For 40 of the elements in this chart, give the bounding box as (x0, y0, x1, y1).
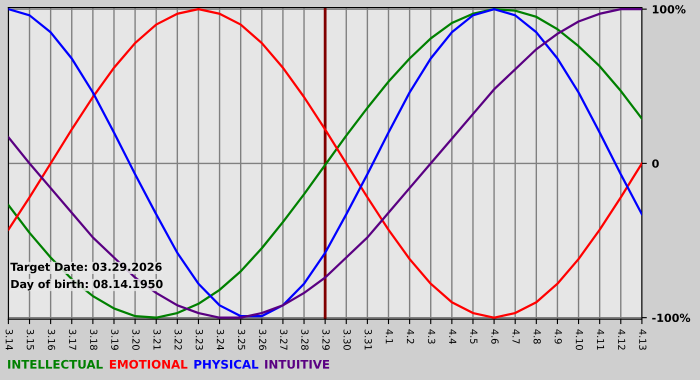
x-tick-label: 3.28 (301, 330, 309, 350)
x-tick-label: 3.26 (258, 330, 266, 350)
x-tick-label: 3.21 (153, 330, 161, 350)
x-tick-label: 3.17 (68, 330, 76, 350)
x-tick-label: 3.15 (26, 330, 34, 350)
x-tick-label: 4.9 (554, 329, 562, 344)
text: INTUITIVE (265, 360, 330, 369)
x-tick-label: 3.19 (111, 330, 119, 350)
y-tick-label: 0 (652, 159, 659, 168)
x-tick-label: 3.30 (343, 330, 351, 350)
x-tick-label: 4.5 (470, 329, 478, 344)
x-tick-label: 4.1 (386, 329, 393, 344)
x-tick-label: 3.27 (280, 330, 288, 350)
x-tick-label: 4.12 (618, 329, 626, 350)
text: INTELLECTUAL (8, 360, 103, 369)
x-tick-label: 4.11 (596, 329, 604, 350)
x-tick-label: 3.25 (238, 330, 246, 350)
x-tick-label: 4.4 (449, 329, 456, 344)
x-tick-label: 4.8 (533, 329, 541, 344)
x-tick-label: 4.13 (639, 329, 646, 350)
x-tick-label: 4.7 (512, 329, 520, 344)
x-tick-label: 3.20 (132, 330, 140, 350)
text: EMOTIONAL (110, 360, 188, 369)
annotation: Day of birth: 08.14.1950 (11, 280, 163, 290)
x-tick-label: 3.22 (174, 330, 182, 350)
x-tick-label: 3.23 (196, 330, 203, 350)
y-tick-label: -100% (652, 314, 690, 322)
x-tick-label: 3.14 (6, 330, 13, 350)
annotation: Target Date: 03.29.2026 (10, 262, 162, 274)
x-tick-label: 4.6 (491, 329, 499, 344)
x-tick-label: 3.31 (364, 330, 372, 350)
y-tick-label: 100% (652, 5, 686, 14)
x-tick-label: 4.10 (576, 329, 584, 350)
text: PHYSICAL (194, 360, 258, 369)
x-tick-label: 4.2 (406, 329, 414, 344)
x-tick-label: 3.24 (216, 330, 224, 350)
x-tick-label: 3.29 (322, 330, 330, 350)
x-tick-label: 4.3 (428, 329, 436, 344)
x-tick-label: 3.16 (48, 330, 56, 350)
x-tick-label: 3.18 (90, 330, 98, 350)
